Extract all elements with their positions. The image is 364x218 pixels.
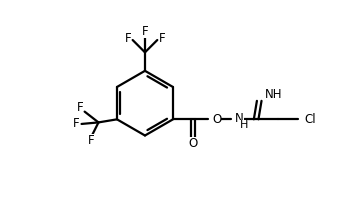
- Text: NH: NH: [265, 88, 282, 101]
- Text: O: O: [212, 113, 222, 126]
- Text: F: F: [73, 118, 79, 130]
- Text: O: O: [189, 138, 198, 150]
- Text: Cl: Cl: [304, 113, 316, 126]
- Text: F: F: [142, 25, 148, 38]
- Text: F: F: [77, 101, 83, 114]
- Text: F: F: [125, 32, 131, 45]
- Text: N: N: [236, 112, 244, 125]
- Text: F: F: [87, 134, 94, 147]
- Text: H: H: [240, 120, 248, 130]
- Text: F: F: [159, 32, 165, 45]
